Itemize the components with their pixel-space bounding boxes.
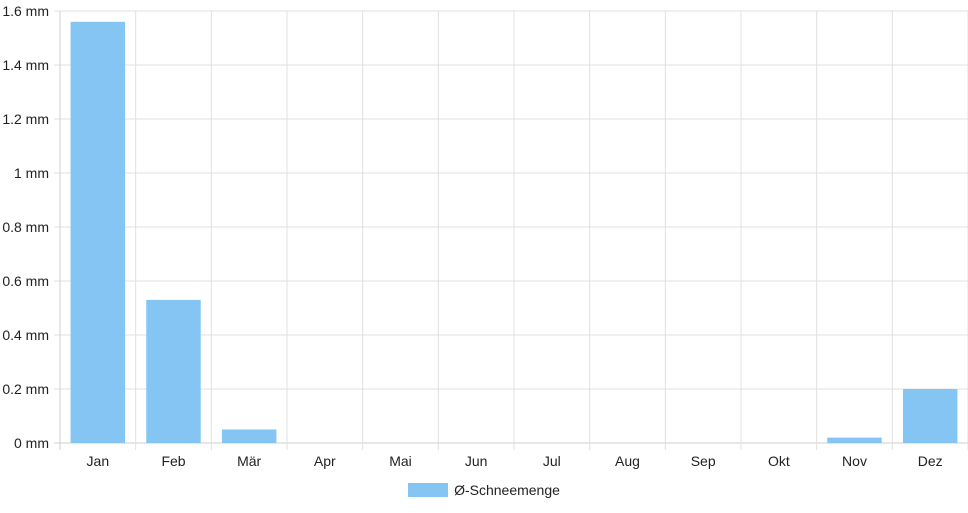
y-axis-tick-labels: 0 mm 0.2 mm 0.4 mm 0.6 mm 0.8 mm 1 mm 1.2 mm 1.… — [2, 3, 49, 451]
y-tick-label: 1 mm — [14, 165, 49, 181]
bar-jan[interactable] — [70, 21, 126, 444]
bar-feb[interactable] — [146, 299, 201, 443]
y-tick-label: 1.6 mm — [2, 3, 49, 19]
y-tick-label: 0 mm — [14, 435, 49, 451]
bar-dez[interactable] — [902, 389, 958, 443]
x-tick-label: Sep — [691, 453, 716, 469]
y-tick-label: 1.2 mm — [2, 111, 49, 127]
bar-nov[interactable] — [827, 437, 882, 443]
bar-mär[interactable] — [221, 429, 277, 444]
x-tick-label: Mai — [389, 453, 412, 469]
legend-swatch — [408, 483, 449, 497]
y-tick-label: 0.4 mm — [2, 327, 49, 343]
legend: Ø-Schneemenge — [0, 481, 968, 499]
x-tick-label: Jan — [87, 453, 110, 469]
legend-item-series[interactable]: Ø-Schneemenge — [408, 482, 560, 498]
grid-lines — [54, 10, 968, 450]
x-tick-label: Mär — [237, 453, 261, 469]
bars — [70, 21, 958, 444]
x-tick-label: Feb — [161, 453, 185, 469]
y-tick-label: 1.4 mm — [2, 57, 49, 73]
x-tick-label: Aug — [615, 453, 640, 469]
x-tick-label: Jun — [465, 453, 488, 469]
legend-label: Ø-Schneemenge — [454, 482, 560, 498]
y-tick-label: 0.6 mm — [2, 273, 49, 289]
x-axis-tick-labels: Jan Feb Mär Apr Mai Jun Jul Aug Sep Okt Nov Dez — [87, 453, 943, 469]
y-tick-label: 0.2 mm — [2, 381, 49, 397]
x-tick-label: Apr — [314, 453, 336, 469]
x-tick-label: Nov — [842, 453, 867, 469]
x-tick-label: Okt — [768, 453, 790, 469]
x-tick-label: Dez — [918, 453, 943, 469]
y-tick-label: 0.8 mm — [2, 219, 49, 235]
x-tick-label: Jul — [543, 453, 561, 469]
